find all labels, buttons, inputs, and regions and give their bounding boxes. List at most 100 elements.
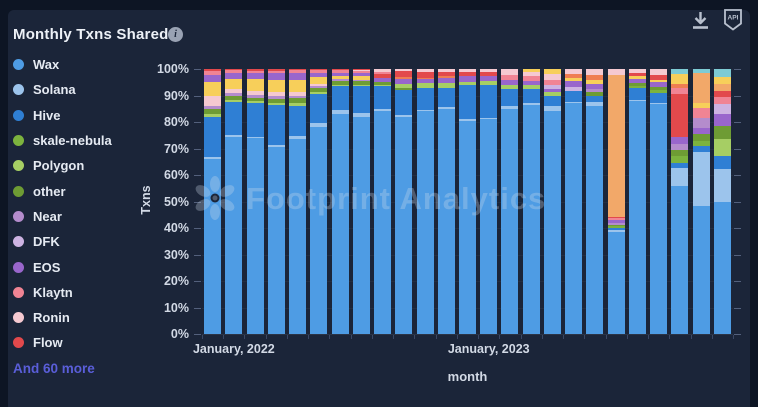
segment-wax[interactable] [713, 202, 731, 334]
segment-ronin[interactable] [352, 70, 370, 72]
segment-wax[interactable] [671, 185, 689, 334]
segment-more_yellow[interactable] [671, 74, 689, 85]
legend-item-hive[interactable]: Hive [13, 103, 193, 128]
segment-eos[interactable] [289, 73, 307, 81]
segment-polygon[interactable] [352, 84, 370, 87]
segment-solana[interactable] [586, 101, 604, 107]
segment-solana[interactable] [437, 107, 455, 109]
segment-klaytn[interactable] [522, 76, 540, 82]
segment-eos[interactable] [650, 82, 668, 88]
segment-more_yellow[interactable] [565, 78, 583, 81]
segment-eos[interactable] [501, 80, 519, 86]
segment-more_yellow[interactable] [310, 77, 328, 84]
segment-solana[interactable] [628, 99, 646, 101]
segment-polygon[interactable] [225, 100, 243, 103]
segment-flow[interactable] [480, 71, 498, 77]
segment-near[interactable] [671, 143, 689, 150]
segment-other[interactable] [713, 125, 731, 139]
segment-more_yellow[interactable] [246, 79, 264, 92]
segment-klaytn[interactable] [692, 107, 710, 118]
segment-polygon[interactable] [459, 81, 476, 86]
segment-other[interactable] [310, 88, 328, 93]
segment-wax[interactable] [586, 106, 604, 334]
segment-more_yellow[interactable] [628, 75, 646, 79]
segment-near[interactable] [267, 95, 285, 99]
segment-dfk[interactable] [565, 87, 583, 92]
bar-2022-10[interactable] [416, 69, 434, 334]
segment-ronin[interactable] [459, 69, 476, 72]
segment-skale[interactable] [671, 156, 689, 163]
segment-wax[interactable] [543, 111, 561, 334]
segment-more_orangered[interactable] [671, 84, 689, 89]
segment-wax[interactable] [437, 108, 455, 334]
bar-2023-04[interactable] [543, 69, 561, 334]
segment-more_orangered[interactable] [395, 77, 413, 79]
segment-eos[interactable] [586, 83, 604, 89]
segment-flow[interactable] [310, 69, 328, 70]
segment-ronin[interactable] [565, 69, 583, 75]
segment-ronin[interactable] [246, 91, 264, 96]
segment-ronin[interactable] [225, 89, 243, 94]
segment-near[interactable] [204, 105, 222, 109]
bar-2022-11[interactable] [437, 69, 455, 334]
segment-eos[interactable] [692, 127, 710, 134]
segment-more_orange[interactable] [713, 84, 731, 92]
segment-polygon[interactable] [416, 83, 434, 88]
segment-more_yellow[interactable] [713, 77, 731, 85]
segment-skale[interactable] [650, 89, 668, 93]
segment-wax[interactable] [204, 159, 222, 334]
segment-ronin[interactable] [310, 83, 328, 87]
download-icon[interactable] [691, 11, 710, 30]
segment-wax[interactable] [522, 104, 540, 334]
bar-2022-02[interactable] [246, 69, 264, 334]
segment-near[interactable] [331, 79, 349, 81]
segment-hive[interactable] [501, 89, 519, 107]
segment-eos[interactable] [416, 78, 434, 84]
segment-other[interactable] [607, 224, 625, 226]
segment-ronin[interactable] [416, 69, 434, 72]
segment-flow[interactable] [225, 69, 243, 71]
segment-near[interactable] [692, 117, 710, 128]
segment-more_yellow[interactable] [522, 69, 540, 73]
legend-item-eos[interactable]: EOS [13, 254, 193, 279]
segment-solana[interactable] [543, 106, 561, 112]
segment-eos[interactable] [352, 73, 370, 76]
segment-solana[interactable] [204, 157, 222, 160]
legend-item-polygon[interactable]: Polygon [13, 153, 193, 178]
segment-klaytn[interactable] [713, 97, 731, 104]
segment-hive[interactable] [522, 89, 540, 104]
segment-polygon[interactable] [310, 92, 328, 95]
segment-more_yellow[interactable] [650, 79, 668, 83]
segment-klaytn[interactable] [671, 88, 689, 95]
segment-flow[interactable] [246, 69, 264, 71]
bar-2023-11[interactable] [692, 69, 710, 334]
segment-flow[interactable] [650, 75, 668, 80]
segment-ronin[interactable] [501, 69, 519, 76]
segment-polygon[interactable] [395, 83, 413, 89]
segment-flow[interactable] [289, 69, 307, 71]
api-icon[interactable]: API [723, 9, 743, 31]
bar-2023-08[interactable] [628, 69, 646, 334]
segment-flow[interactable] [204, 69, 222, 71]
segment-solana[interactable] [267, 144, 285, 148]
legend-item-dfk[interactable]: DFK [13, 229, 193, 254]
segment-flow[interactable] [607, 216, 625, 219]
segment-other[interactable] [586, 91, 604, 96]
segment-klaytn[interactable] [246, 70, 264, 74]
segment-wax[interactable] [650, 103, 668, 334]
segment-solana[interactable] [565, 101, 583, 103]
segment-ronin[interactable] [204, 95, 222, 106]
segment-wax[interactable] [374, 111, 392, 334]
bar-2023-03[interactable] [522, 69, 540, 334]
segment-wax[interactable] [352, 116, 370, 334]
segment-hive[interactable] [246, 103, 264, 137]
segment-more_teal[interactable] [713, 69, 731, 78]
segment-more_teal[interactable] [692, 69, 710, 73]
segment-polygon[interactable] [522, 85, 540, 90]
segment-near[interactable] [246, 95, 264, 98]
segment-polygon[interactable] [713, 138, 731, 156]
segment-hive[interactable] [713, 155, 731, 169]
segment-flow[interactable] [628, 72, 646, 76]
segment-hive[interactable] [628, 88, 646, 100]
segment-other[interactable] [246, 97, 264, 102]
